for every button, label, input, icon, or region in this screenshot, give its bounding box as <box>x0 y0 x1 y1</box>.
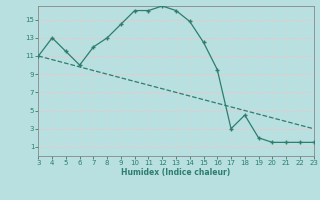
X-axis label: Humidex (Indice chaleur): Humidex (Indice chaleur) <box>121 168 231 177</box>
